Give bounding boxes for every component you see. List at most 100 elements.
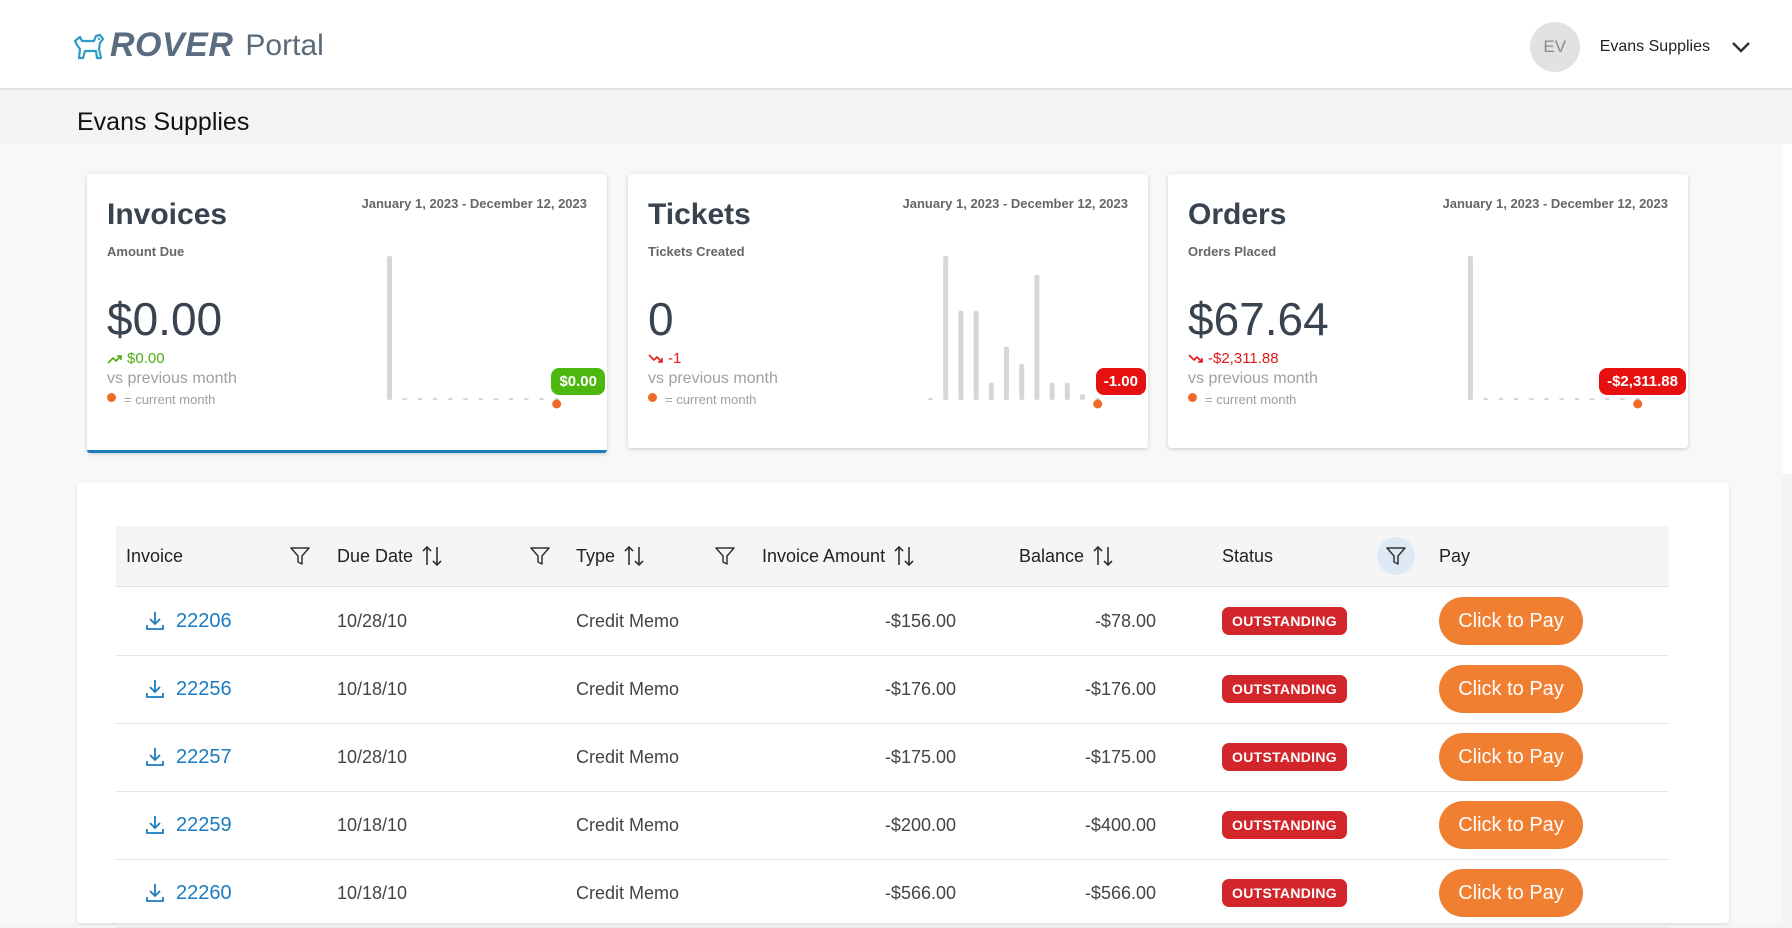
card-legend: = current month [107,392,215,407]
filter-glyph [290,547,310,565]
card-value: 0 [648,293,674,345]
col-due-date-label: Due Date [337,545,414,566]
col-invoice-amount[interactable]: Invoice Amount [762,526,915,586]
brand-name: ROVER [110,26,234,64]
tickets-card[interactable]: Tickets January 1, 2023 - December 12, 2… [628,174,1148,448]
sort-icon[interactable] [1092,544,1114,568]
filter-glyph [1386,547,1406,565]
col-type[interactable]: Type [576,526,645,586]
card-badge: -$2,311.88 [1599,368,1686,395]
col-status[interactable]: Status [1222,526,1273,586]
spark-bar [1498,398,1504,400]
card-date-range: January 1, 2023 - December 12, 2023 [1442,196,1668,211]
invoice-link[interactable]: 22256 [176,677,232,700]
spark-bar [402,398,408,400]
spark-bar [1004,346,1009,400]
click-to-pay-button[interactable]: Click to Pay [1439,597,1583,645]
spark-bar [447,398,453,400]
card-subtitle: Tickets Created [648,244,745,259]
col-invoice[interactable]: Invoice [126,526,183,586]
due-date-filter-icon[interactable] [526,542,554,570]
spark-bar [943,256,949,400]
download-icon[interactable] [144,882,166,904]
spark-bar [973,310,979,400]
card-sparkline [1468,256,1643,409]
col-balance[interactable]: Balance [1019,526,1114,586]
invoice-link[interactable]: 22257 [176,745,232,768]
type-cell: Credit Memo [576,882,680,903]
current-month-dot [107,393,116,402]
spark-bar [463,398,468,400]
invoice-amount-cell: -$156.00 [884,610,956,631]
pay-cell: Click to Pay [1439,655,1583,723]
col-status-label: Status [1222,545,1274,566]
type-cell: Credit Memo [576,610,680,631]
col-type-label: Type [576,545,616,566]
pay-cell: Click to Pay [1439,859,1583,927]
right-edge [1782,144,1792,474]
balance-cell: -$175.00 [1084,746,1156,767]
status-badge: OUTSTANDING [1222,879,1347,907]
col-pay-label: Pay [1439,545,1471,566]
card-subtitle: Amount Due [107,244,185,259]
card-value: $0.00 [107,293,223,345]
download-icon[interactable] [144,678,166,700]
col-invoice-label: Invoice [126,545,184,566]
card-vs-text: vs previous month [107,370,237,387]
type-filter-icon[interactable] [711,542,739,570]
card-vs-text: vs previous month [648,370,778,387]
invoice-link[interactable]: 22206 [176,609,232,632]
spark-bar [508,398,514,400]
spark-bar [1528,398,1534,400]
status-badge: OUTSTANDING [1222,743,1347,771]
pay-cell: Click to Pay [1439,791,1583,859]
current-month-dot [648,393,657,402]
invoice-cell: 22256 [144,655,232,723]
card-value: $67.64 [1188,293,1329,345]
status-filter-icon[interactable] [1377,537,1415,575]
download-icon[interactable] [144,610,166,632]
chevron-down-icon[interactable] [1730,36,1752,58]
current-month-dot [1188,393,1197,402]
table-header: Invoice Due Date Type Invoice Amount Bal… [116,526,1669,587]
orders-card[interactable]: Orders January 1, 2023 - December 12, 20… [1168,174,1688,448]
user-menu[interactable]: EV Evans Supplies [1529,22,1752,72]
card-title: Invoices [107,198,228,231]
invoice-link[interactable]: 22260 [176,881,232,904]
table-row: 22256 10/18/10 Credit Memo -$176.00 -$17… [116,655,1669,724]
due-date-cell: 10/18/10 [337,678,408,699]
due-date-cell: 10/18/10 [337,814,408,835]
invoice-filter-icon[interactable] [286,542,314,570]
status-cell: OUTSTANDING [1222,723,1347,791]
balance-cell: -$78.00 [1094,610,1156,631]
card-delta-value: -$2,311.88 [1208,350,1279,367]
click-to-pay-button[interactable]: Click to Pay [1439,801,1583,849]
rover-logo[interactable]: ROVER Portal [72,26,324,65]
click-to-pay-button[interactable]: Click to Pay [1439,869,1583,917]
sort-icon[interactable] [623,544,645,568]
table-row: 22259 10/18/10 Credit Memo -$200.00 -$40… [116,791,1669,860]
invoices-card[interactable]: Invoices January 1, 2023 - December 12, … [87,174,607,453]
download-icon[interactable] [144,746,166,768]
col-balance-label: Balance [1019,545,1085,566]
card-delta-value: -1 [668,350,682,367]
avatar[interactable]: EV [1529,22,1580,72]
user-name[interactable]: Evans Supplies [1599,38,1710,55]
pay-cell: Click to Pay [1439,723,1583,791]
invoice-link[interactable]: 22259 [176,813,232,836]
type-cell: Credit Memo [576,746,680,767]
sort-icon[interactable] [893,544,915,568]
card-date-range: January 1, 2023 - December 12, 2023 [902,196,1128,211]
invoice-amount-cell: -$200.00 [884,814,956,835]
page-title: Evans Supplies [77,108,250,136]
spark-bar [1604,398,1610,400]
sort-icon[interactable] [421,544,443,568]
table-row: 22260 10/18/10 Credit Memo -$566.00 -$56… [116,859,1669,928]
click-to-pay-button[interactable]: Click to Pay [1439,665,1583,713]
click-to-pay-button[interactable]: Click to Pay [1439,733,1583,781]
col-due-date[interactable]: Due Date [337,526,443,586]
invoice-cell: 22257 [144,723,232,791]
card-sparkline [928,256,1103,409]
download-icon[interactable] [144,814,166,836]
spark-bar [1080,394,1085,400]
